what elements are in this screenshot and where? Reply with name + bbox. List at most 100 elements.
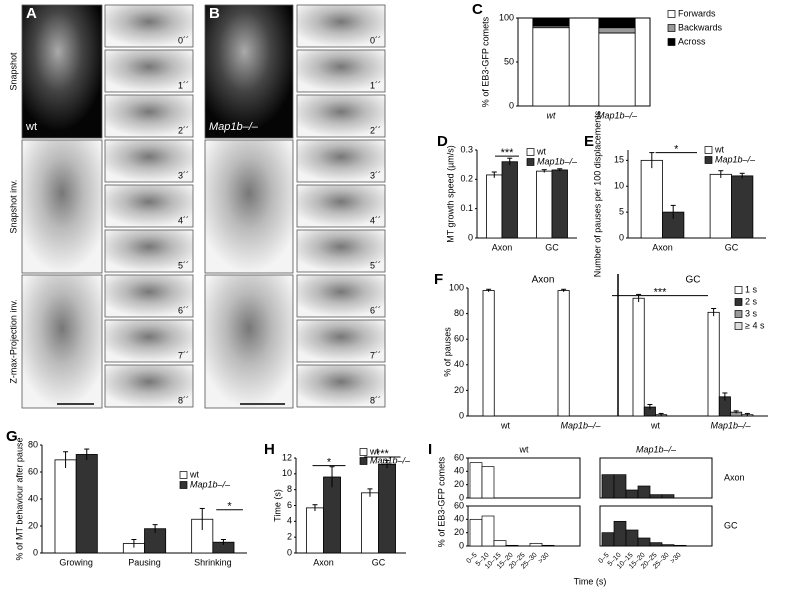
panel-letter: H [264,441,275,458]
x-tick-label: Pausing [128,557,161,567]
frame-time: 6´´ [370,305,381,315]
frame-image [296,94,386,138]
frame-image [296,4,386,48]
legend-swatch [734,298,743,306]
x-tick-label: Axon [313,557,334,567]
panel-letter: C [472,1,483,18]
frame-image [104,319,194,363]
row-label: GC [724,520,738,530]
column-label: Map1b–/– [636,444,677,454]
x-tick-label: wt [547,110,556,120]
legend-swatch [526,158,535,166]
bar [75,454,98,554]
frame-time: 4´´ [178,215,189,225]
frame-image [296,49,386,93]
y-tick-label: 20 [454,527,464,537]
row-label: Snapshot inv. [8,180,18,234]
legend-label: wt [536,146,546,156]
frame-image [104,364,194,408]
histogram-bar [625,529,639,547]
frame-time: 1´´ [370,80,381,90]
legend-swatch [667,24,676,32]
legend-label: 2 s [745,296,758,306]
frame-image [296,229,386,273]
legend-swatch [704,146,713,154]
histogram-bar [661,494,675,499]
legend-label: Backwards [678,22,723,32]
y-axis-label: Time (s) [272,489,282,522]
frame-image [104,274,194,318]
bar-segment [532,27,570,107]
y-axis-label: % of EB3-GFP comets [480,16,490,107]
legend-label: 1 s [745,284,758,294]
y-tick-label: 40 [28,493,38,503]
x-tick-label: Shrinking [194,557,232,567]
frame-image [104,94,194,138]
frame-time: 8´´ [370,395,381,405]
frame-image [296,139,386,183]
histogram-bar [601,474,615,499]
y-tick-label: 0.3 [460,144,473,154]
y-tick-label: 0 [287,547,292,557]
histogram-bar [493,540,507,547]
histogram-bar [625,489,639,499]
panel-letter: A [26,5,37,22]
x-tick-label: Axon [652,242,673,252]
bar [378,463,396,554]
y-axis-label: % of pauses [442,327,452,377]
x-tick-label: wt [650,420,660,430]
x-tick-label: Growing [59,557,93,567]
y-tick-label: 60 [454,334,464,344]
y-tick-label: 0 [619,232,624,242]
y-axis-label: MT growth speed (µm/s) [445,145,455,243]
frame-image [296,319,386,363]
y-tick-label: 0 [459,410,464,420]
legend-swatch [667,10,676,18]
y-tick-label: 20 [28,520,38,530]
frame-time: 1´´ [178,80,189,90]
group-label: Axon [532,275,555,286]
frame-time: 7´´ [370,350,381,360]
bar [709,173,732,239]
bar-segment [598,32,636,107]
frame-time: 5´´ [370,260,381,270]
bar [323,476,341,554]
histogram-bar [541,544,555,547]
y-tick-label: 40 [454,359,464,369]
y-tick-label: 10 [614,181,624,191]
panel-letter: G [6,428,18,445]
legend-swatch [704,156,713,164]
histogram-bar [637,485,651,499]
bar [54,459,77,554]
y-tick-label: 6 [287,500,292,510]
cell-image [204,4,294,139]
y-tick-label: 15 [614,155,624,165]
y-tick-label: 5 [619,206,624,216]
y-tick-label: 60 [454,500,464,510]
significance: *** [654,287,668,299]
bar [501,161,518,239]
bar [731,175,754,239]
genotype-tag: Map1b–/– [209,121,259,133]
panel-letter: D [437,133,448,150]
legend-label: ≥ 4 s [745,320,765,330]
bar [557,290,570,417]
x-tick-label: GC [372,557,386,567]
histogram-bar [481,515,495,547]
frame-image [296,184,386,228]
x-tick-label: Axon [492,242,513,252]
bar-segment [598,17,636,29]
y-tick-label: 0 [459,540,464,550]
x-tick-label: >30 [537,552,550,565]
y-tick-label: 50 [504,56,514,66]
frame-image [104,229,194,273]
bar-segment [598,27,636,34]
y-tick-label: 0.2 [460,174,473,184]
cell-image [204,139,294,274]
column-label: wt [519,444,529,454]
bar [707,311,720,417]
frame-image [104,49,194,93]
frame-time: 3´´ [178,170,189,180]
group-label: GC [686,275,701,286]
legend-label: wt [714,144,724,154]
